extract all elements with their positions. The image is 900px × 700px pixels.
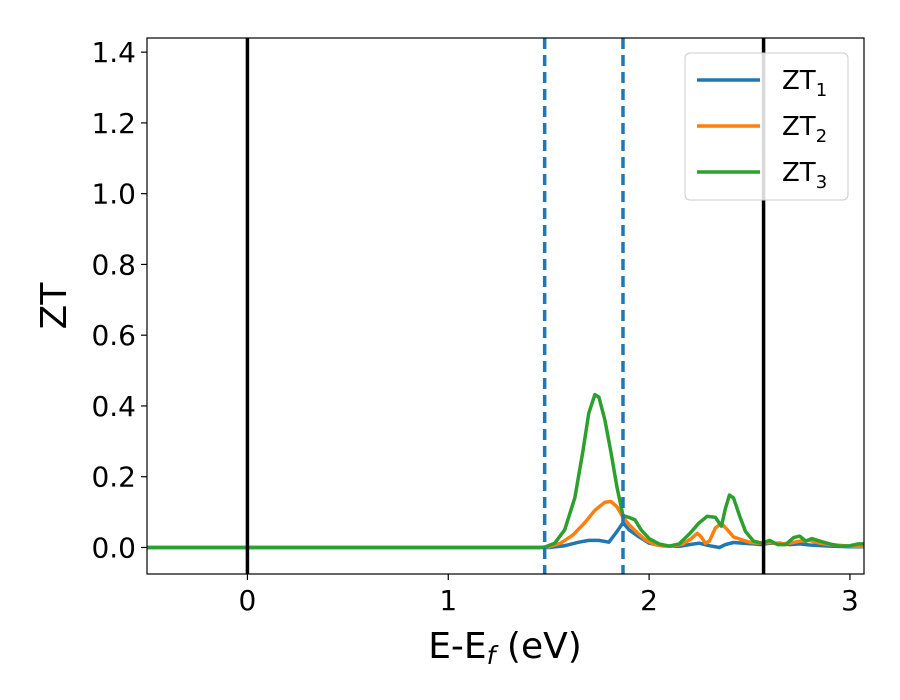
legend-box: [684, 52, 849, 201]
legend-label-zt1: ZT1: [782, 66, 827, 101]
x-tick-label: 2: [640, 584, 658, 617]
x-axis-label: E-Ef (eV): [428, 626, 582, 670]
x-tick-label: 3: [841, 584, 859, 617]
y-tick-label: 0.8: [91, 248, 136, 281]
y-axis: 0.0 0.2 0.4 0.6 0.8 1.0 1.2 1.4: [91, 36, 147, 564]
series-line-zt3: [147, 392, 864, 550]
y-tick-label: 0.4: [91, 390, 136, 423]
plot-frame: [146, 37, 865, 575]
legend: ZT1 ZT2 ZT3: [684, 52, 849, 201]
x-tick-label: 0: [239, 584, 257, 617]
x-axis: 0 1 2 3: [239, 574, 859, 617]
y-tick-label: 1.0: [91, 178, 136, 211]
legend-label-zt2: ZT2: [782, 112, 827, 147]
y-tick-label: 1.2: [91, 107, 136, 140]
y-axis-label: ZT: [34, 282, 75, 330]
x-tick-label: 1: [439, 584, 457, 617]
legend-label-zt3: ZT3: [782, 158, 827, 193]
y-tick-label: 0.6: [91, 319, 136, 352]
series-layer: [147, 392, 864, 550]
y-tick-label: 0.2: [91, 461, 136, 494]
y-tick-label: 0.0: [91, 531, 136, 564]
y-tick-label: 1.4: [91, 36, 136, 69]
